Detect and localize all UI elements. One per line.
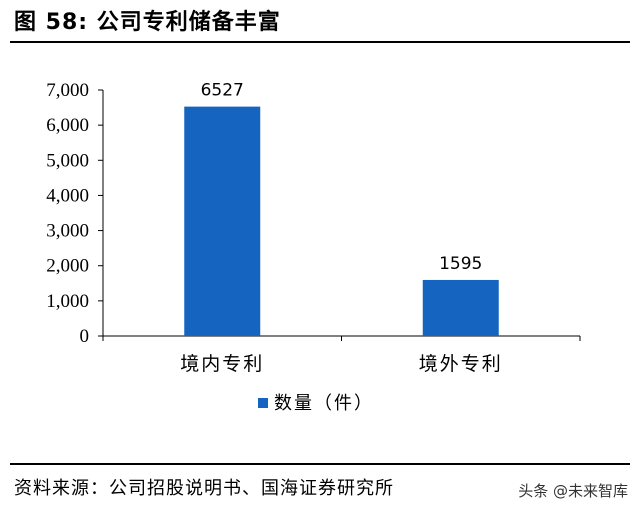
- y-axis-ticks: 0 1,000 2,000 3,000 4,000 5,000 6,000 7,000: [46, 80, 103, 347]
- watermark: 头条 @未来智库: [518, 482, 628, 500]
- legend-label: 数量（件）: [274, 393, 374, 414]
- y-tick-label: 1,000: [46, 291, 89, 312]
- y-tick-label: 5,000: [46, 150, 89, 171]
- bar-2: [422, 279, 499, 336]
- category-label-2: 境外专利: [419, 353, 503, 375]
- data-label-1: 6527: [201, 81, 244, 101]
- footer-divider: [10, 463, 630, 465]
- chart-data-labels: 6527 1595: [201, 81, 483, 274]
- chart-legend: 数量（件）: [258, 393, 374, 414]
- y-tick-label: 3,000: [46, 221, 89, 242]
- bar-chart: 0 1,000 2,000 3,000 4,000 5,000 6,000 7,000 652…: [46, 80, 581, 414]
- legend-swatch: [258, 398, 268, 408]
- category-label-1: 境内专利: [180, 353, 264, 375]
- source-note: 资料来源：公司招股说明书、国海证券研究所: [14, 478, 394, 499]
- x-axis-categories: 境内专利 境外专利: [180, 353, 503, 375]
- chart-bars: [184, 106, 499, 336]
- bar-1: [184, 106, 261, 336]
- y-tick-label: 2,000: [46, 256, 89, 277]
- figure-title: 图 58: 公司专利储备丰富: [14, 10, 281, 35]
- y-tick-label: 7,000: [46, 80, 89, 101]
- title-divider: [10, 41, 630, 43]
- y-tick-label: 0: [80, 326, 90, 347]
- data-label-2: 1595: [439, 254, 482, 274]
- y-tick-label: 6,000: [46, 115, 89, 136]
- chart-axes: [102, 90, 581, 341]
- y-tick-label: 4,000: [46, 185, 89, 206]
